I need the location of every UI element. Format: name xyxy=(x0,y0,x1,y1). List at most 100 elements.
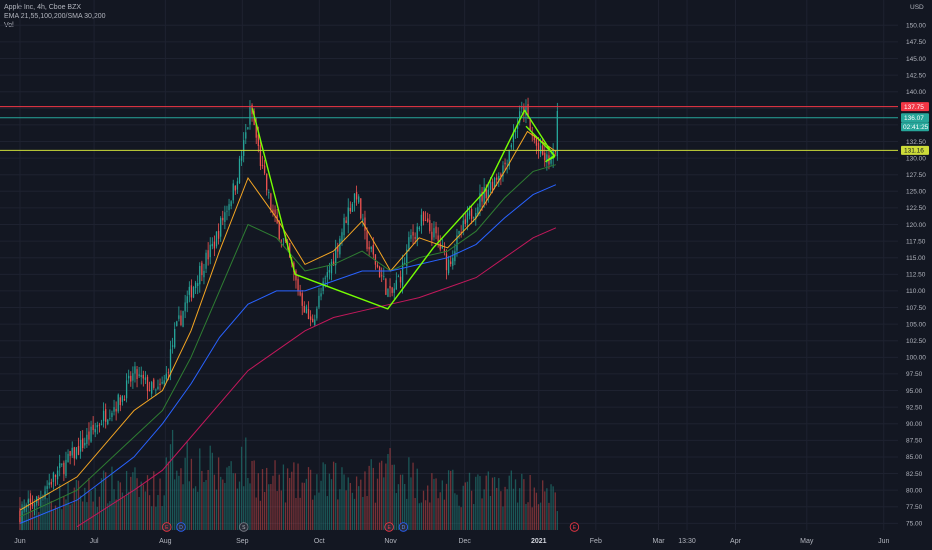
volume-bar xyxy=(201,470,203,530)
volume-bar xyxy=(84,487,86,530)
ema100-line xyxy=(19,184,557,524)
candle xyxy=(82,438,84,449)
candle xyxy=(272,209,274,213)
y-tick-label: 75.00 xyxy=(906,521,923,528)
candle xyxy=(213,241,216,249)
candle xyxy=(134,366,136,374)
volume-bar xyxy=(393,464,395,530)
candle xyxy=(278,221,280,239)
candle xyxy=(169,349,172,376)
y-tick-label: 77.50 xyxy=(906,504,923,511)
candle xyxy=(512,131,515,143)
y-tick-label: 132.50 xyxy=(906,139,926,146)
volume-bar xyxy=(232,473,234,530)
volume-bar xyxy=(197,491,199,530)
volume-bar xyxy=(353,498,356,530)
candle xyxy=(263,165,266,174)
candle xyxy=(531,132,533,136)
indicator-label[interactable]: EMA 21,55,100,200/SMA 30,200 xyxy=(4,13,106,20)
volume-bar xyxy=(483,489,485,530)
volume-bar xyxy=(94,487,96,530)
candle xyxy=(105,409,107,422)
candle xyxy=(100,423,103,425)
event-letter: E xyxy=(165,525,169,531)
volume-bar xyxy=(151,506,153,530)
candle xyxy=(165,373,167,380)
volume-bar xyxy=(257,473,259,530)
volume-bar xyxy=(226,467,228,530)
volume-bar xyxy=(309,469,312,530)
volume-bar xyxy=(167,461,170,530)
candle xyxy=(119,397,121,406)
candle xyxy=(268,192,270,194)
volume-bar xyxy=(477,474,479,530)
volume-bar xyxy=(243,486,245,530)
volume-bar xyxy=(383,477,385,530)
volume-bar xyxy=(374,502,377,530)
price-badge-label: 131.16 xyxy=(904,148,924,155)
candle xyxy=(52,472,55,482)
candle xyxy=(349,207,351,212)
candle xyxy=(73,447,75,459)
volume-bar xyxy=(121,492,124,530)
candle xyxy=(280,240,282,242)
volume-bar xyxy=(299,497,301,530)
volume-bar xyxy=(312,499,314,530)
candle xyxy=(454,251,456,262)
volume-bar xyxy=(249,483,251,530)
candle xyxy=(86,434,88,444)
candle xyxy=(207,250,209,260)
y-tick-label: 80.00 xyxy=(906,487,923,494)
candle xyxy=(65,459,67,476)
candle xyxy=(485,188,487,199)
candle xyxy=(435,226,437,234)
candle xyxy=(161,382,163,384)
candle xyxy=(535,137,538,146)
volume-bar xyxy=(335,462,337,530)
candle xyxy=(433,228,435,238)
volume-bar xyxy=(25,502,27,530)
candle xyxy=(498,175,500,183)
candle xyxy=(470,208,473,219)
volume-bar xyxy=(479,476,481,530)
volume-bar xyxy=(23,505,25,530)
candle xyxy=(155,389,157,391)
volume-bar xyxy=(328,473,331,530)
candle xyxy=(496,177,498,180)
volume-bar xyxy=(349,482,351,530)
volume-bar xyxy=(65,499,67,530)
candle xyxy=(364,217,366,231)
candle xyxy=(399,276,402,283)
candle xyxy=(247,127,249,129)
candle xyxy=(224,212,226,222)
candle xyxy=(556,110,558,157)
volume-bar xyxy=(54,505,57,530)
candle xyxy=(232,183,234,201)
volume-bar xyxy=(550,484,552,530)
candle xyxy=(75,447,78,459)
symbol-title[interactable]: Apple Inc, 4h, Cboe BZX xyxy=(4,4,82,11)
y-tick-label: 115.00 xyxy=(906,255,926,262)
volume-bar xyxy=(184,457,186,530)
volume-bar xyxy=(343,474,345,530)
candle xyxy=(493,178,496,188)
volume-bar xyxy=(431,473,433,530)
candle xyxy=(188,286,190,295)
volume-bar xyxy=(546,488,548,530)
volume-bar xyxy=(316,474,318,530)
candle xyxy=(372,244,374,255)
candle xyxy=(322,281,324,291)
candle xyxy=(102,410,105,422)
candle xyxy=(529,118,531,131)
candle xyxy=(420,214,423,226)
candle xyxy=(337,246,339,252)
volume-bar xyxy=(491,477,494,530)
candle xyxy=(128,375,130,379)
volume-bar xyxy=(433,478,435,530)
candle xyxy=(27,499,29,503)
volume-bar xyxy=(148,495,151,530)
candle xyxy=(391,287,393,293)
volume-bar xyxy=(376,478,379,530)
volume-bar xyxy=(73,487,75,530)
